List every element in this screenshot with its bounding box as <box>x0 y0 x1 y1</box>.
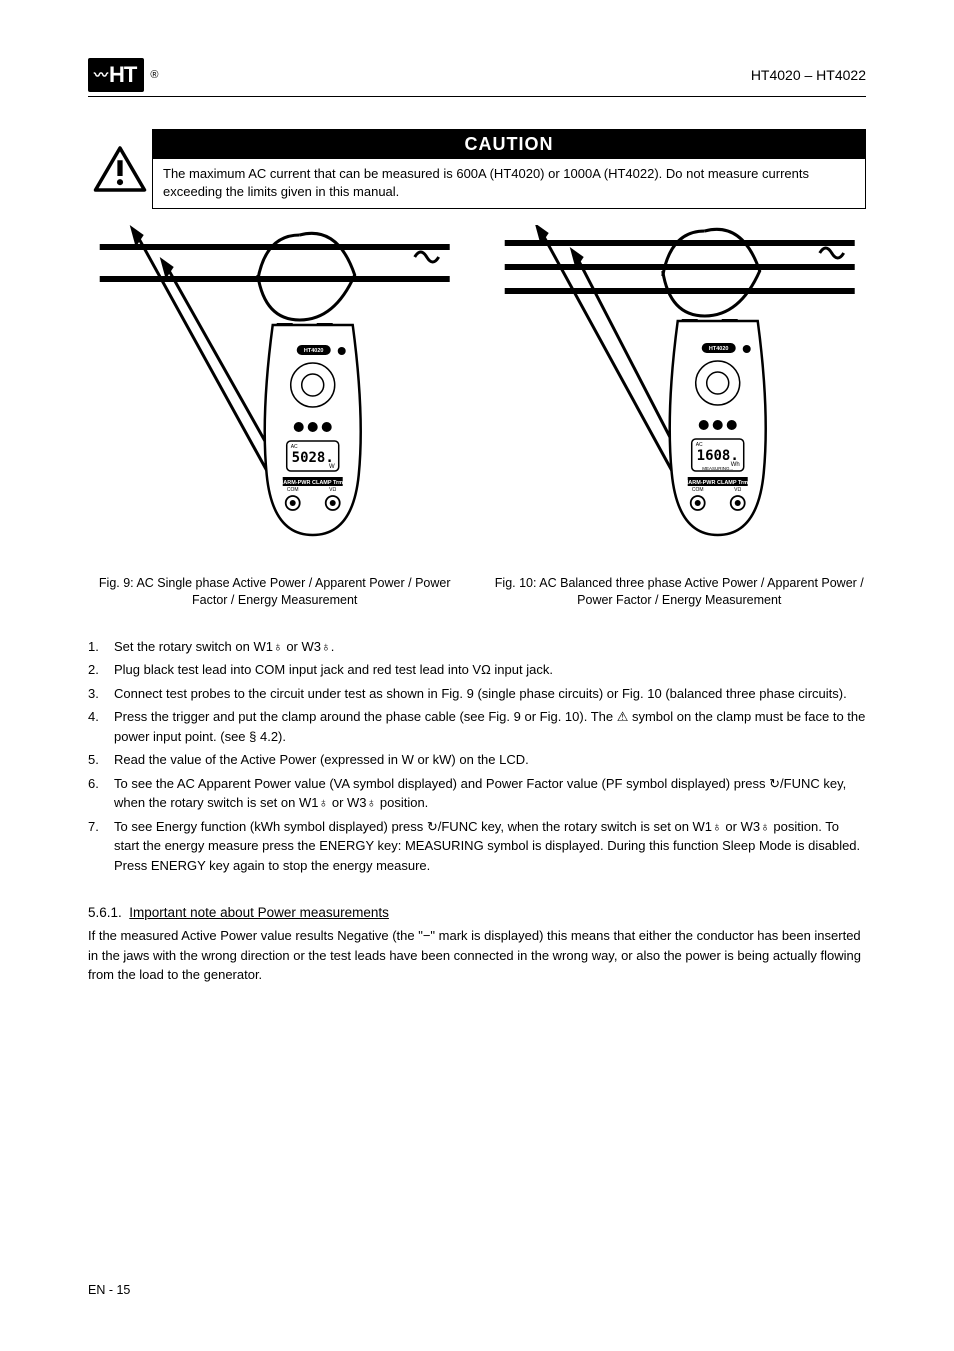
step-number: 6. <box>88 774 114 813</box>
instruction-steps: 1.Set the rotary switch on W1♁ or W3♁. 2… <box>88 637 866 876</box>
warning-triangle-icon <box>88 129 152 209</box>
svg-text:VΩ: VΩ <box>329 487 336 493</box>
svg-text:AC: AC <box>695 442 702 448</box>
svg-text:HARM-PWR CLAMP Trms: HARM-PWR CLAMP Trms <box>684 480 751 486</box>
svg-text:HT4020: HT4020 <box>708 346 728 352</box>
figure-right: 1608. Wh AC MEASURING... HARM-PWR CLAMP … <box>493 225 866 609</box>
step-text: Press the trigger and put the clamp arou… <box>114 707 866 746</box>
step-text: Set the rotary switch on W1♁ or W3♁. <box>114 637 866 657</box>
caution-block: CAUTION The maximum AC current that can … <box>88 129 866 209</box>
subsection: 5.6.1. Important note about Power measur… <box>88 905 866 985</box>
svg-text:W: W <box>329 464 335 470</box>
svg-text:COM: COM <box>287 487 299 493</box>
logo-mark: 〰HT <box>88 58 144 92</box>
svg-text:VΩ: VΩ <box>734 487 741 493</box>
step-item: 7.To see Energy function (kWh symbol dis… <box>88 817 866 876</box>
footer-left: EN - 15 <box>88 1283 130 1297</box>
step-text: Plug black test lead into COM input jack… <box>114 660 866 680</box>
step-text: Connect test probes to the circuit under… <box>114 684 866 704</box>
step-number: 3. <box>88 684 114 704</box>
step-number: 4. <box>88 707 114 746</box>
svg-text:5028.: 5028. <box>292 450 334 466</box>
caution-body: The maximum AC current that can be measu… <box>153 159 865 208</box>
brand-logo: 〰HT® <box>88 58 158 92</box>
svg-text:HT4020: HT4020 <box>304 348 324 354</box>
step-number: 7. <box>88 817 114 876</box>
figure-left-image: 5028. W AC HARM-PWR CLAMP Trms COM VΩ HT <box>88 225 461 565</box>
step-number: 2. <box>88 660 114 680</box>
step-item: 2.Plug black test lead into COM input ja… <box>88 660 866 680</box>
svg-text:MEASURING...: MEASURING... <box>702 466 733 471</box>
page-footer: EN - 15 <box>88 1283 866 1297</box>
step-text: Read the value of the Active Power (expr… <box>114 750 866 770</box>
step-item: 3.Connect test probes to the circuit und… <box>88 684 866 704</box>
logo-wave-icon: 〰 <box>94 65 107 85</box>
caution-title: CAUTION <box>153 130 865 159</box>
step-text: To see Energy function (kWh symbol displ… <box>114 817 866 876</box>
figure-right-caption: Fig. 10: AC Balanced three phase Active … <box>493 575 866 609</box>
subsection-heading: 5.6.1. Important note about Power measur… <box>88 905 866 920</box>
step-number: 1. <box>88 637 114 657</box>
page-header: 〰HT® HT4020 – HT4022 <box>88 58 866 97</box>
step-item: 1.Set the rotary switch on W1♁ or W3♁. <box>88 637 866 657</box>
svg-text:AC: AC <box>291 444 298 450</box>
svg-text:COM: COM <box>691 487 703 493</box>
figure-right-image: 1608. Wh AC MEASURING... HARM-PWR CLAMP … <box>493 225 866 565</box>
step-text: To see the AC Apparent Power value (VA s… <box>114 774 866 813</box>
step-item: 5.Read the value of the Active Power (ex… <box>88 750 866 770</box>
figure-left-caption: Fig. 9: AC Single phase Active Power / A… <box>88 575 461 609</box>
figures-row: 5028. W AC HARM-PWR CLAMP Trms COM VΩ HT <box>88 225 866 609</box>
model-label: HT4020 – HT4022 <box>751 67 866 83</box>
svg-text:HARM-PWR CLAMP Trms: HARM-PWR CLAMP Trms <box>279 480 346 486</box>
step-item: 6.To see the AC Apparent Power value (VA… <box>88 774 866 813</box>
subsection-body: If the measured Active Power value resul… <box>88 926 866 985</box>
step-item: 4.Press the trigger and put the clamp ar… <box>88 707 866 746</box>
step-number: 5. <box>88 750 114 770</box>
figure-left: 5028. W AC HARM-PWR CLAMP Trms COM VΩ HT <box>88 225 461 609</box>
